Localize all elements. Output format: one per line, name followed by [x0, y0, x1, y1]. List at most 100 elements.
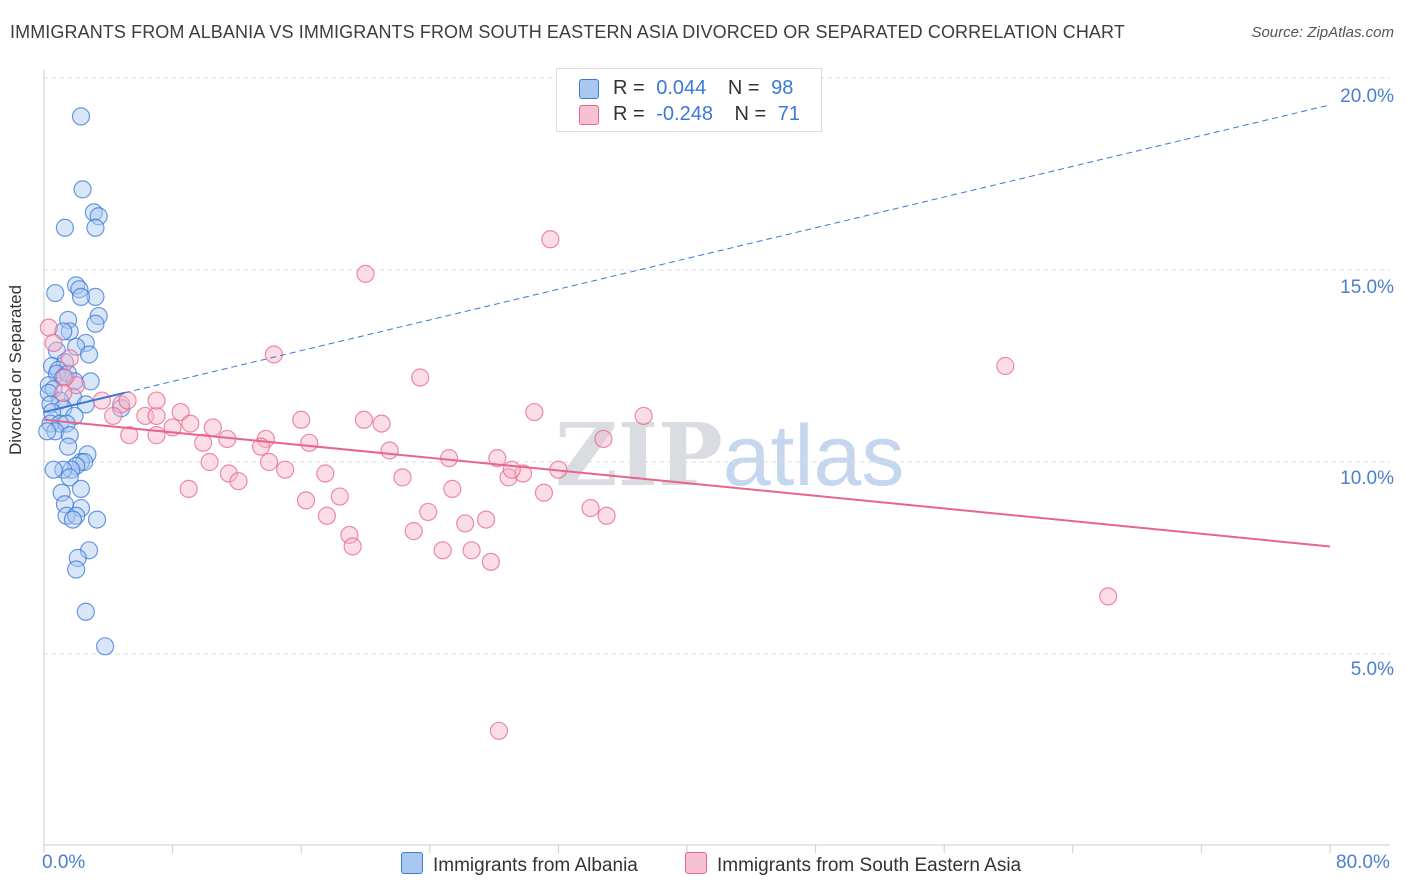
se-asia-point	[525, 402, 544, 422]
se-asia-point	[489, 721, 509, 740]
se-asia-point	[411, 368, 430, 387]
se-asia-point	[597, 506, 616, 525]
se-asia-point	[1099, 587, 1118, 606]
albania-point	[86, 287, 105, 306]
y-tick-label: 15.0%	[1340, 277, 1394, 298]
se-asia-point	[147, 391, 166, 410]
se-asia-point	[147, 426, 166, 445]
legend-item-albania: Immigrants from Albania	[401, 852, 638, 877]
se-asia-point	[354, 410, 373, 429]
se-asia-point	[330, 487, 349, 506]
albania-point	[86, 314, 105, 333]
albania-point	[60, 322, 79, 341]
se-asia-point	[118, 391, 137, 410]
n-label: N =	[734, 103, 767, 125]
se-asia-point	[317, 506, 337, 525]
albania-point	[76, 602, 95, 621]
se-asia-point	[541, 230, 560, 249]
albania-point	[59, 437, 78, 456]
r-value: 0.044	[656, 77, 707, 99]
legend-swatch-pink	[685, 852, 707, 874]
se-asia-point	[443, 479, 462, 498]
se-asia-point	[419, 502, 438, 522]
albania-point	[71, 107, 91, 126]
se-asia-point	[120, 426, 139, 445]
watermark-atlas: atlas	[722, 408, 905, 504]
se-asia-point	[481, 552, 500, 571]
se-asia-point	[343, 537, 362, 556]
albania-point	[71, 287, 91, 306]
legend-swatch-blue	[579, 79, 599, 99]
se-asia-point	[462, 541, 481, 560]
se-asia-point	[179, 479, 198, 498]
se-asia-point	[296, 491, 316, 510]
se-asia-point	[996, 356, 1015, 376]
se-asia-trend-line	[43, 418, 1331, 548]
albania-point	[60, 468, 79, 487]
y-tick-label: 10.0%	[1340, 468, 1394, 489]
legend-swatch-blue	[401, 852, 423, 874]
se-asia-point	[594, 429, 613, 449]
se-asia-point	[54, 383, 73, 402]
n-value: 71	[777, 103, 801, 125]
correlation-legend: R = 0.044 N = 98 R = -0.248 N = 71	[556, 68, 822, 132]
r-value: -0.248	[656, 103, 713, 125]
se-asia-point	[292, 410, 311, 429]
se-asia-point	[634, 406, 653, 426]
y-axis-label: Divorced or Separated	[6, 284, 25, 455]
albania-point	[70, 280, 89, 299]
albania-point	[55, 495, 74, 514]
albania-trend-solid	[43, 391, 125, 414]
albania-point	[81, 372, 100, 391]
se-asia-point	[456, 514, 475, 533]
albania-point	[63, 510, 83, 529]
se-asia-point	[200, 452, 219, 472]
x-tick-label-left: 0.0%	[42, 852, 86, 873]
se-asia-point	[513, 464, 533, 483]
albania-point	[68, 548, 87, 568]
albania-trend-dashed	[124, 104, 1331, 394]
albania-point	[55, 218, 74, 237]
se-asia-point	[203, 418, 222, 437]
se-asia-point	[60, 349, 79, 368]
se-asia-point	[433, 541, 452, 560]
se-asia-point	[534, 483, 554, 502]
watermark-zip: ZIP	[555, 405, 723, 506]
se-asia-point	[44, 333, 63, 353]
se-asia-point	[39, 318, 58, 337]
n-label: N =	[727, 77, 760, 99]
se-asia-point	[581, 498, 600, 518]
albania-point	[38, 422, 57, 441]
se-asia-point	[55, 368, 74, 387]
legend-label: Immigrants from Albania	[433, 855, 638, 876]
albania-point	[67, 560, 86, 579]
se-asia-point	[316, 464, 335, 483]
y-tick-label: 20.0%	[1340, 86, 1394, 107]
se-asia-point	[229, 472, 248, 491]
albania-point	[76, 333, 95, 353]
se-asia-point	[104, 406, 123, 426]
albania-point	[60, 426, 79, 445]
se-asia-point	[219, 464, 238, 483]
x-tick-label-right: 80.0%	[1336, 852, 1390, 873]
se-asia-point	[264, 345, 283, 364]
se-asia-point	[276, 460, 295, 479]
r-label: R =	[613, 103, 645, 125]
r-label: R =	[613, 77, 645, 99]
albania-point	[71, 479, 91, 498]
albania-point	[44, 460, 63, 479]
se-asia-point	[488, 449, 507, 468]
n-value: 98	[771, 77, 794, 99]
se-asia-point	[194, 433, 213, 452]
albania-point	[89, 207, 108, 226]
se-asia-point	[356, 264, 375, 283]
se-asia-point	[404, 522, 423, 541]
se-asia-point	[300, 433, 319, 452]
albania-point	[86, 218, 105, 237]
albania-point	[46, 283, 65, 303]
se-asia-point	[380, 441, 399, 460]
se-asia-point	[340, 525, 359, 545]
albania-point	[73, 180, 92, 199]
legend-item-se-asia: Immigrants from South Eastern Asia	[685, 852, 1021, 877]
